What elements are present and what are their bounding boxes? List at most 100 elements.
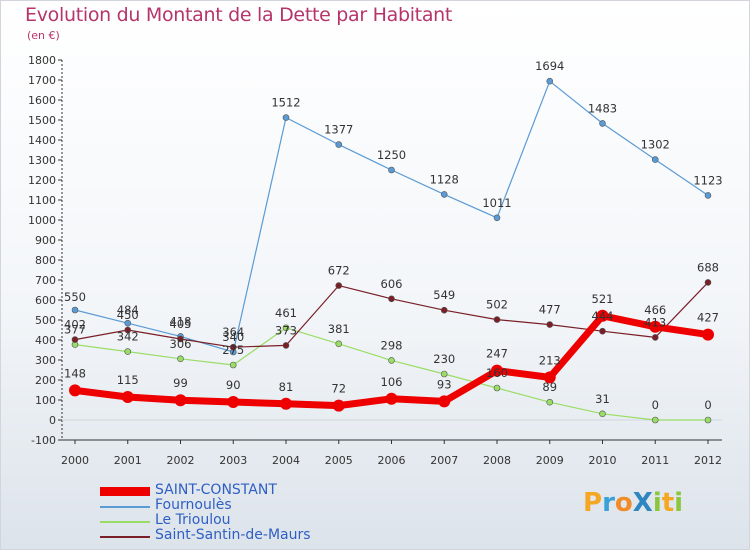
data-point-saint-constant: [543, 371, 556, 384]
data-point-le-trioulou: [177, 355, 184, 363]
data-point-fournoul-s: [493, 214, 501, 222]
logo-letter: t: [661, 488, 675, 518]
y-tick-label: 1500: [28, 114, 56, 127]
data-point-le-trioulou: [229, 361, 237, 369]
data-point-fournoul-s: [71, 306, 79, 314]
legend-label: Fournoulès: [155, 497, 232, 513]
x-tick-label: 2004: [272, 454, 300, 467]
data-label-saint-constant: 213: [539, 353, 561, 367]
data-label-fournoul-s: 1302: [641, 138, 670, 152]
data-point-le-trioulou: [546, 398, 554, 406]
data-point-fournoul-s: [546, 77, 554, 85]
proxiti-logo: ProXiti: [583, 488, 683, 518]
logo-letter: i: [674, 488, 684, 518]
data-label-saint-santin-de-maurs: 444: [592, 309, 614, 323]
data-point-saint-santin-de-maurs: [704, 279, 712, 286]
data-point-saint-santin-de-maurs: [599, 327, 606, 335]
y-tick-label: -100: [31, 434, 56, 447]
data-point-le-trioulou: [124, 348, 132, 355]
y-tick-label: 1600: [28, 94, 56, 107]
data-point-saint-santin-de-maurs: [71, 336, 79, 343]
data-label-saint-constant: 106: [381, 375, 403, 389]
data-label-le-trioulou: 89: [542, 380, 557, 394]
data-point-saint-santin-de-maurs: [282, 342, 290, 349]
data-point-le-trioulou: [440, 370, 448, 378]
legend-swatch-saint-constant: [100, 487, 150, 496]
y-tick-label: 200: [35, 374, 56, 387]
y-tick-label: 700: [35, 274, 56, 287]
data-label-saint-constant: 115: [117, 373, 139, 387]
data-label-saint-constant: 93: [437, 377, 452, 391]
x-tick-label: 2012: [694, 454, 722, 467]
data-label-fournoul-s: 418: [170, 314, 192, 328]
legend-swatch-saint-santin-de-maurs: [100, 536, 150, 538]
data-point-saint-constant: [69, 384, 81, 397]
legend-label: Le Trioulou: [155, 512, 231, 528]
data-point-fournoul-s: [124, 319, 132, 327]
data-point-saint-constant: [280, 397, 292, 410]
y-tick-label: 500: [35, 314, 56, 327]
x-tick-label: 2005: [325, 454, 353, 467]
y-tick-label: 900: [35, 234, 56, 247]
data-point-saint-constant: [438, 395, 451, 408]
logo-letter: o: [614, 488, 633, 518]
data-point-fournoul-s: [704, 192, 712, 199]
data-label-fournoul-s: 1123: [693, 173, 722, 187]
y-tick-label: 1100: [28, 194, 56, 207]
y-tick-label: 1300: [28, 154, 56, 167]
data-label-saint-santin-de-maurs: 549: [433, 288, 455, 302]
data-point-saint-santin-de-maurs: [493, 316, 501, 323]
data-label-fournoul-s: 1377: [324, 123, 353, 137]
y-tick-label: 1700: [28, 74, 56, 87]
chart-title: Evolution du Montant de la Dette par Hab…: [25, 4, 453, 26]
y-tick-label: 1800: [28, 54, 56, 67]
legend-label: SAINT-CONSTANT: [155, 482, 277, 498]
logo-letter: P: [583, 488, 603, 518]
data-point-fournoul-s: [335, 141, 343, 148]
x-tick-label: 2003: [219, 454, 247, 467]
y-tick-label: 300: [35, 354, 56, 367]
data-point-fournoul-s: [651, 156, 659, 163]
logo-letter: i: [652, 488, 662, 518]
y-tick-label: 100: [35, 394, 56, 407]
legend-label: Saint-Santin-de-Maurs: [155, 527, 311, 543]
data-label-fournoul-s: 1011: [482, 196, 511, 210]
data-point-saint-santin-de-maurs: [124, 326, 132, 334]
x-tick-label: 2010: [589, 454, 617, 467]
data-label-le-trioulou: 377: [64, 323, 86, 337]
data-label-saint-constant: 148: [64, 366, 86, 380]
data-point-le-trioulou: [388, 357, 395, 364]
data-point-fournoul-s: [282, 114, 290, 121]
data-label-saint-santin-de-maurs: 405: [170, 317, 192, 331]
x-tick-label: 2009: [536, 454, 564, 467]
data-label-fournoul-s: 1128: [430, 172, 459, 186]
x-tick-label: 2002: [167, 454, 195, 467]
data-label-le-trioulou: 381: [328, 322, 350, 336]
data-label-saint-santin-de-maurs: 373: [275, 323, 297, 337]
data-point-saint-constant: [385, 392, 398, 405]
data-label-saint-santin-de-maurs: 688: [697, 260, 719, 274]
y-tick-label: 0: [49, 414, 56, 427]
x-tick-label: 2011: [641, 454, 669, 467]
y-tick-label: 800: [35, 254, 56, 267]
data-point-le-trioulou: [599, 410, 606, 418]
data-label-fournoul-s: 1483: [588, 101, 617, 115]
data-label-fournoul-s: 1250: [377, 148, 406, 162]
data-point-saint-constant: [491, 364, 503, 377]
data-point-fournoul-s: [599, 120, 606, 127]
data-point-le-trioulou: [651, 416, 659, 424]
y-tick-label: 1200: [28, 174, 56, 187]
legend-swatch-le-trioulou: [100, 521, 150, 523]
data-label-fournoul-s: 1694: [535, 59, 564, 73]
data-point-saint-santin-de-maurs: [335, 282, 343, 289]
data-label-saint-santin-de-maurs: 413: [644, 315, 666, 329]
data-label-le-trioulou: 230: [433, 352, 455, 366]
data-point-saint-constant: [121, 391, 134, 403]
data-label-saint-constant: 247: [486, 347, 508, 361]
data-point-saint-constant: [174, 394, 187, 407]
data-label-saint-santin-de-maurs: 672: [328, 264, 350, 278]
data-label-le-trioulou: 342: [117, 330, 139, 344]
data-point-saint-constant: [702, 328, 714, 341]
